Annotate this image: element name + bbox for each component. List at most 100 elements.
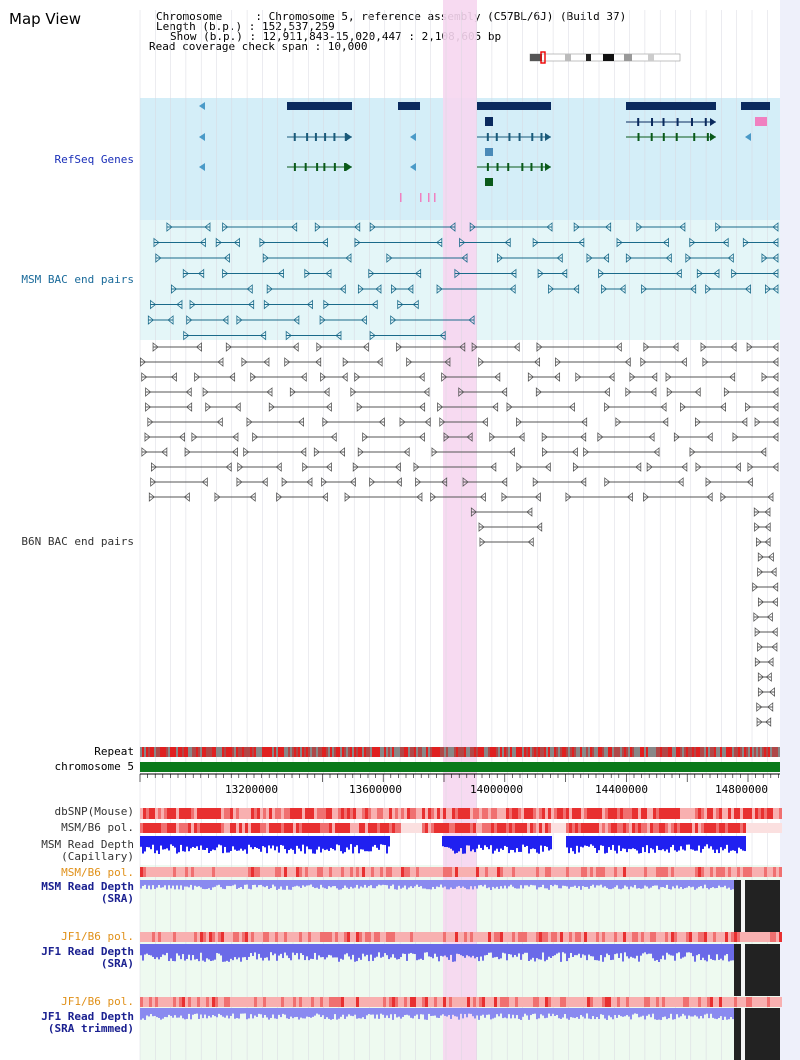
b6n-bac-pair	[276, 492, 328, 502]
msm-bac-pair	[696, 268, 720, 279]
b6n-bac-pair	[184, 447, 238, 457]
b6n-bac-pair	[236, 477, 268, 487]
b6n-bac-pair	[757, 642, 778, 652]
refseq-genes[interactable]	[199, 102, 770, 202]
msm-bac-pair	[222, 268, 284, 279]
msm-bac-pair	[497, 253, 563, 263]
b6n-bac-pair	[753, 507, 771, 517]
tick-label: 14400000	[595, 783, 648, 796]
b6n-bac-pair	[148, 492, 190, 502]
msm-bac-pair	[263, 299, 313, 310]
b6n-bac-pair	[536, 342, 622, 352]
msm-bac-pair	[314, 222, 361, 232]
label-jf1-depth-trim: JF1 Read Depth	[41, 1010, 134, 1023]
b6n-bac-pair	[757, 672, 772, 682]
b6n-bac-pairs[interactable]	[140, 342, 779, 727]
b6n-bac-pair	[431, 447, 516, 457]
msm-bac-pair	[266, 284, 346, 294]
b6n-bac-pair	[754, 657, 774, 667]
b6n-bac-pair	[666, 387, 701, 397]
b6n-bac-pair	[141, 372, 177, 382]
b6n-bac-pair	[761, 372, 779, 382]
b6n-bac-pair	[747, 462, 779, 472]
b6n-bac-pair	[479, 537, 534, 547]
msm-bac-pair	[689, 237, 729, 248]
msm-bac-pair	[285, 330, 342, 341]
b6n-bac-pair	[191, 432, 239, 442]
b6n-bac-pair	[516, 417, 588, 427]
repeat-track	[140, 747, 780, 757]
refseq-gene	[287, 133, 352, 141]
b6n-bac-pair	[246, 417, 304, 427]
msm-bac-pair	[532, 237, 585, 248]
b6n-bac-pair	[695, 462, 741, 472]
label-capillary: (Capillary)	[61, 850, 134, 863]
msm-bac-pair	[601, 284, 626, 294]
msm-bac-pair	[616, 237, 669, 248]
msm-bac-pairs[interactable]	[147, 222, 779, 341]
b6n-bac-pair	[478, 357, 541, 367]
b6n-bac-pair	[458, 387, 508, 397]
msm-bac-pair	[636, 222, 686, 232]
tick-label: 14800000	[715, 783, 768, 796]
b6n-bac-pair	[542, 447, 578, 457]
refseq-gene	[477, 163, 551, 171]
b6n-bac-pair	[342, 357, 383, 367]
b6n-bac-pair	[555, 357, 631, 367]
msm-bac-pair	[765, 284, 779, 294]
b6n-bac-pair	[680, 402, 726, 412]
b6n-bac-pair	[225, 342, 299, 352]
b6n-bac-pair	[604, 402, 667, 412]
msm-bac-pair	[705, 284, 751, 294]
b6n-bac-pair	[745, 402, 779, 412]
b6n-bac-pair	[478, 522, 543, 532]
label-msm-depth-sra: MSM Read Depth	[41, 880, 134, 893]
tick-label: 14000000	[470, 783, 523, 796]
b6n-bac-pair	[756, 717, 772, 727]
gene-block	[626, 102, 716, 110]
b6n-bac-pair	[243, 447, 307, 457]
b6n-bac-pair	[194, 372, 236, 382]
label-msm-bac: MSM BAC end pairs	[21, 273, 134, 286]
msm-bac-pair	[189, 299, 255, 310]
b6n-bac-pair	[756, 702, 774, 712]
chromosome-bar	[140, 762, 780, 772]
b6n-bac-pair	[321, 477, 356, 487]
label-dbsnp: dbSNP(Mouse)	[54, 805, 134, 818]
map-view-title: Map View	[9, 10, 82, 28]
b6n-bac-pair	[284, 357, 322, 367]
label-msm-b6-pol-1: MSM/B6 pol.	[61, 821, 134, 834]
b6n-bac-pair	[757, 567, 777, 577]
b6n-bac-pair	[369, 477, 402, 487]
b6n-bac-pair	[281, 477, 313, 487]
b6n-bac-pair	[757, 687, 775, 697]
b6n-bac-pair	[268, 402, 332, 412]
b6n-bac-pair	[205, 402, 241, 412]
b6n-bac-pair	[753, 612, 773, 622]
b6n-bac-pair	[145, 387, 192, 397]
msm-bac-pair	[685, 253, 734, 263]
b6n-bac-pair	[643, 492, 713, 502]
b6n-bac-pair	[723, 387, 779, 397]
msm-bac-pair	[215, 237, 240, 248]
b6n-bac-pair	[643, 342, 679, 352]
b6n-bac-pair	[565, 492, 633, 502]
b6n-bac-pair	[462, 477, 508, 487]
b6n-bac-pair	[322, 417, 385, 427]
msm-bac-pair	[369, 222, 456, 232]
tick-label: 13600000	[349, 783, 402, 796]
b6n-bac-pair	[357, 447, 410, 457]
chromosome-ideogram[interactable]	[529, 51, 681, 64]
msm-bac-pair	[155, 253, 230, 263]
gene-block	[477, 102, 551, 110]
info-length: Length (b.p.) : 152,537,259	[156, 20, 335, 33]
refseq-gene	[626, 118, 716, 126]
msm-bac-pair	[171, 284, 253, 294]
b6n-bac-pair	[352, 462, 401, 472]
highlight-region	[443, 0, 477, 1060]
gene-block	[287, 102, 352, 110]
b6n-bac-pair	[302, 462, 332, 472]
b6n-bac-pair	[437, 402, 499, 412]
b6n-bac-pair	[583, 447, 660, 457]
